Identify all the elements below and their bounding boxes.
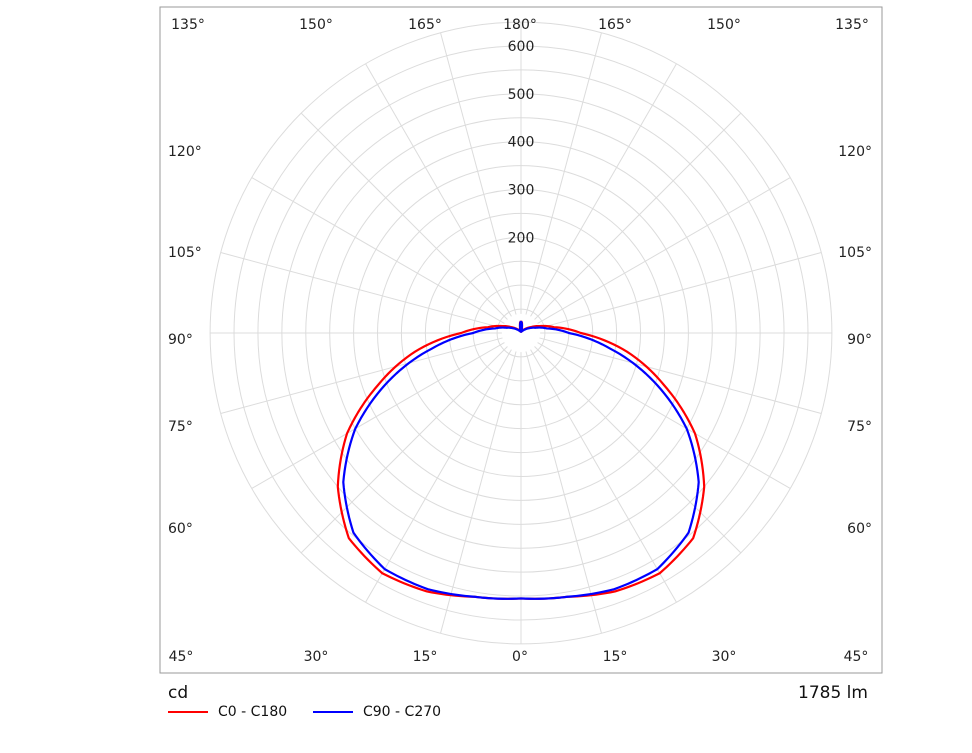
grid-spoke	[440, 351, 517, 634]
grid-spoke	[534, 112, 742, 320]
radial-tick-label: 600	[508, 39, 535, 55]
angle-label-left: 75°	[168, 419, 193, 435]
angle-label-bottom: 0°	[512, 649, 528, 665]
grid-spoke	[365, 63, 512, 317]
angle-label-top: 135°	[171, 17, 205, 33]
angle-label-top: 150°	[299, 17, 333, 33]
angle-label-bottom: 45°	[169, 649, 194, 665]
angle-label-left: 120°	[168, 144, 202, 160]
grid-spoke	[537, 342, 791, 489]
grid-spoke	[440, 32, 517, 315]
angle-labels: 45° 30° 15° 0° 15° 30° 45° 135° 150° 165° 180° 165°…	[168, 17, 872, 665]
angle-label-bottom: 30°	[712, 649, 737, 665]
legend-item-c90: C90 - C270	[313, 704, 441, 720]
angle-label-top: 135°	[835, 17, 869, 33]
grid-spoke	[300, 112, 508, 320]
unit-label: cd	[168, 683, 189, 703]
radial-labels: 200 300 400 500 600	[508, 39, 535, 246]
grid-spoke	[525, 32, 602, 315]
grid-spoke	[365, 349, 512, 603]
grid-spoke	[220, 337, 503, 414]
angle-label-left: 105°	[168, 245, 202, 261]
grid-spoke	[525, 351, 602, 634]
angle-label-left: 90°	[168, 332, 193, 348]
grid-spoke	[251, 342, 505, 489]
angle-label-bottom: 15°	[413, 649, 438, 665]
legend-label: C90 - C270	[363, 704, 442, 720]
angle-label-right: 105°	[838, 245, 872, 261]
flux-label: 1785 lm	[798, 683, 868, 703]
angle-label-bottom: 30°	[304, 649, 329, 665]
angle-label-top: 180°	[503, 17, 537, 33]
grid-spoke	[534, 346, 742, 554]
grid-spoke	[251, 177, 505, 324]
series-layer	[336, 320, 706, 600]
grid-spoke	[530, 63, 677, 317]
angle-label-right: 120°	[838, 144, 872, 160]
angle-label-right: 90°	[847, 332, 872, 348]
angle-label-right: 60°	[847, 521, 872, 537]
angle-label-bottom: 15°	[603, 649, 628, 665]
angle-label-top: 165°	[408, 17, 442, 33]
radial-tick-label: 500	[508, 87, 535, 103]
radial-tick-label: 400	[508, 135, 535, 151]
legend-label: C0 - C180	[218, 704, 288, 720]
legend-swatch-red	[168, 711, 208, 713]
radial-tick-label: 200	[508, 230, 535, 246]
grid-spoke	[539, 337, 822, 414]
angle-label-left: 60°	[168, 521, 193, 537]
angle-label-top: 150°	[707, 17, 741, 33]
polar-grid	[209, 21, 833, 645]
series-curve-1	[342, 320, 700, 600]
grid-spoke	[300, 346, 508, 554]
angle-label-top: 165°	[598, 17, 632, 33]
angle-label-right: 75°	[847, 419, 872, 435]
grid-spoke	[537, 177, 791, 324]
legend-swatch-blue	[313, 711, 353, 713]
angle-label-bottom: 45°	[844, 649, 869, 665]
plot-area: 45° 30° 15° 0° 15° 30° 45° 135° 150° 165° 180° 165°…	[159, 6, 883, 674]
radial-tick-label: 300	[508, 183, 535, 199]
legend-item-c0: C0 - C180	[168, 704, 287, 720]
grid-spoke	[539, 252, 822, 329]
grid-spoke	[530, 349, 677, 603]
grid-spoke	[220, 252, 503, 329]
